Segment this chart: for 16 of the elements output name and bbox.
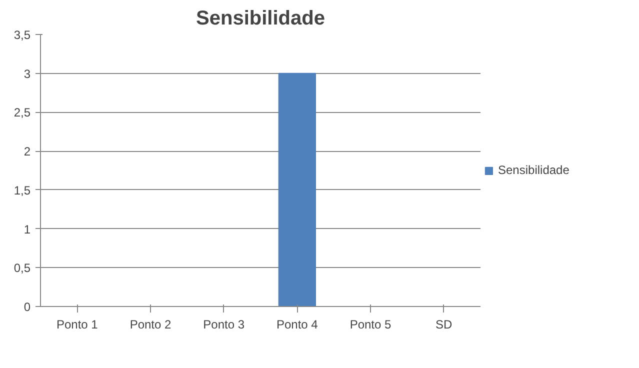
x-tick-label: Ponto 5 — [350, 318, 392, 332]
x-tick-label: SD — [436, 318, 452, 332]
y-tick-label: 3 — [24, 66, 31, 81]
y-tick-label: 2 — [24, 144, 31, 159]
y-tick-label: 2,5 — [14, 106, 31, 120]
y-tick-label: 1,5 — [14, 183, 31, 198]
x-tick-label: Ponto 4 — [276, 318, 318, 332]
legend-label: Sensibilidade — [498, 163, 570, 177]
x-tick-label: Ponto 3 — [203, 318, 245, 332]
y-tick-label: 3,5 — [14, 28, 31, 42]
x-tick-label: Ponto 1 — [56, 318, 98, 332]
chart-title: Sensibilidade — [196, 8, 325, 30]
y-tick-label: 1 — [24, 222, 31, 236]
x-tick-label: Ponto 2 — [130, 318, 172, 332]
y-tick-label: 0 — [24, 300, 31, 314]
y-tick-label: 0,5 — [14, 261, 31, 276]
